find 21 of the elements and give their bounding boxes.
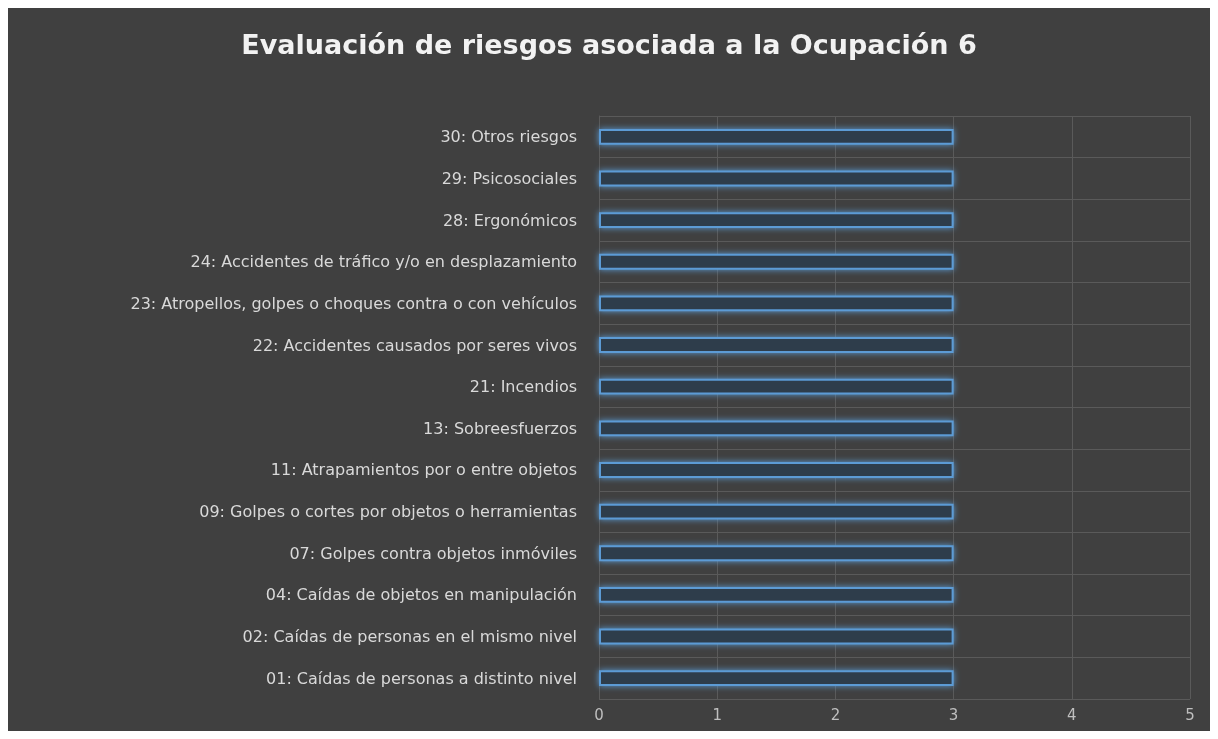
y-tick-label: 30: Otros riesgos: [440, 127, 577, 147]
y-tick-label: 21: Incendios: [469, 377, 577, 397]
x-tick-label: 1: [712, 705, 722, 724]
x-tick-label: 3: [948, 705, 959, 724]
y-tick-label: 22: Accidentes causados por seres vivos: [252, 335, 577, 355]
y-tick-label: 04: Caídas de objetos en manipulación: [265, 585, 577, 605]
y-tick-label: 13: Sobreesfuerzos: [423, 418, 577, 438]
y-tick-label: 02: Caídas de personas en el mismo nivel: [242, 627, 577, 647]
x-tick-label: 4: [1067, 705, 1077, 724]
y-tick-label: 11: Atrapamientos por o entre objetos: [270, 460, 577, 480]
y-tick-label: 23: Atropellos, golpes o choques contra o con vehículos: [130, 293, 577, 313]
x-tick-label: 5: [1185, 705, 1195, 724]
y-tick-label: 28: Ergonómicos: [442, 210, 577, 230]
chart-title: Evaluación de riesgos asociada a la Ocupación 6: [241, 29, 977, 60]
y-tick-label: 07: Golpes contra objetos inmóviles: [289, 543, 577, 563]
x-tick-label: 2: [830, 705, 841, 724]
y-tick-label: 24: Accidentes de tráfico y/o en desplazamiento: [190, 252, 577, 272]
y-tick-label: 01: Caídas de personas a distinto nivel: [266, 668, 577, 688]
y-tick-label: 29: Psicosociales: [441, 168, 577, 188]
y-tick-label: 09: Golpes o cortes por objetos o herramientas: [199, 502, 577, 522]
x-tick-label: 0: [594, 705, 604, 724]
